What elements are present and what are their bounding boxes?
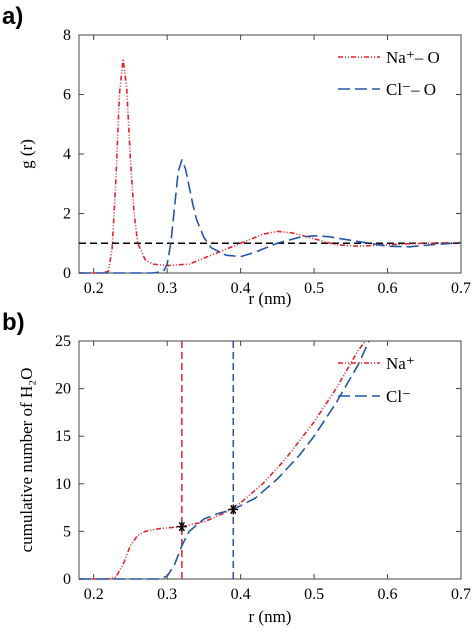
- y-tick-label: 4: [63, 146, 71, 163]
- y-tick-label: 5: [63, 523, 71, 540]
- y-tick-label: 8: [63, 27, 71, 44]
- series-line-na: [79, 340, 367, 580]
- panel-a-frame: [78, 34, 462, 274]
- y-tick-label: 0: [63, 265, 71, 282]
- y-tick-label: 25: [55, 333, 71, 350]
- panel-a-label: a): [2, 3, 23, 30]
- x-tick-label: 0.6: [378, 280, 398, 297]
- x-tick-label: 0.5: [304, 280, 324, 297]
- y-tick-label: 20: [55, 381, 71, 398]
- panel-a-legend: Na⁺– O Cl⁻– O: [338, 48, 440, 99]
- x-tick-label: 0.3: [157, 280, 177, 297]
- y-tick-label: 6: [63, 87, 71, 104]
- y-tick-label: 10: [55, 476, 71, 493]
- x-tick-label: 0.6: [378, 586, 398, 603]
- x-tick-label: 0.2: [84, 280, 104, 297]
- panel-b-legend-label-cl: Cl⁻: [386, 387, 411, 406]
- x-tick-label: 0.4: [231, 586, 251, 603]
- panel-b-xlabel: r (nm): [249, 607, 292, 626]
- panel-b-legend-label-na: Na⁺: [386, 354, 415, 373]
- star-marker: [228, 504, 239, 515]
- panel-b-ticks: 0.2 0.3 0.4 0.5 0.6 0.7 0 5 10 15 20 25: [55, 333, 471, 603]
- panel-b-vertical-lines: [181, 341, 235, 579]
- x-tick-label: 0.3: [157, 586, 177, 603]
- y-tick-label: 0: [63, 571, 71, 588]
- x-tick-label: 0.7: [451, 280, 471, 297]
- panel-b: b) 0.2 0.3 0.4 0.5 0.6 0.7 0 5 10 15 20 25 r (nm) c…: [2, 309, 471, 626]
- x-tick-label: 0.4: [231, 280, 251, 297]
- panel-b-series: [79, 340, 370, 580]
- panel-b-label: b): [2, 309, 25, 336]
- panel-b-frame: [78, 340, 462, 580]
- panel-a-ylabel: g (r): [17, 139, 36, 169]
- panel-a-xlabel: r (nm): [249, 289, 292, 308]
- series-line-cl: [79, 159, 462, 274]
- panel-a-legend-label-na: Na⁺– O: [386, 48, 440, 67]
- x-tick-label: 0.2: [84, 586, 104, 603]
- panel-b-legend: Na⁺ Cl⁻: [338, 354, 415, 406]
- y-tick-label: 2: [63, 206, 71, 223]
- star-marker: [176, 521, 187, 532]
- x-tick-label: 0.5: [304, 586, 324, 603]
- panel-b-ylabel: cumulative number of H₂O: [17, 368, 36, 553]
- panel-b-markers: [176, 504, 239, 532]
- panel-a-series: [79, 57, 462, 274]
- y-tick-label: 15: [55, 428, 71, 445]
- panel-a-legend-label-cl: Cl⁻– O: [386, 80, 436, 99]
- x-tick-label: 0.7: [451, 586, 471, 603]
- series-line-cl: [79, 340, 370, 580]
- series-line-na: [79, 57, 462, 274]
